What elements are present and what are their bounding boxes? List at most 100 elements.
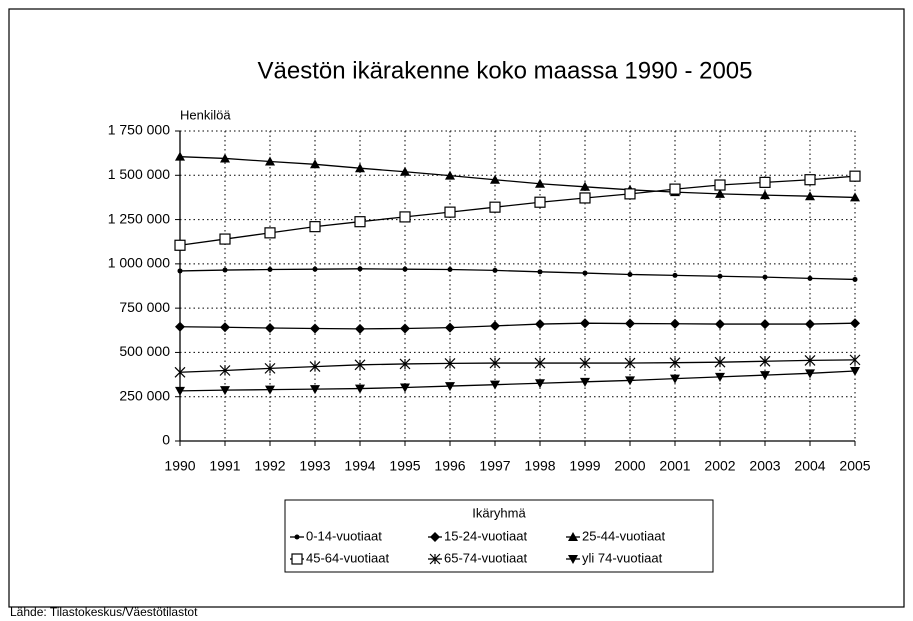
marker: [852, 276, 858, 282]
marker: [582, 270, 588, 276]
y-tick-label: 500 000: [119, 343, 170, 359]
marker: [850, 367, 860, 377]
y-tick-label: 1 000 000: [108, 255, 170, 271]
marker: [264, 362, 276, 374]
marker: [625, 318, 635, 329]
x-tick-label: 1993: [299, 458, 330, 474]
marker: [580, 181, 590, 191]
marker: [850, 192, 860, 202]
x-tick-label: 1990: [164, 458, 195, 474]
marker: [310, 323, 320, 334]
marker: [265, 322, 275, 333]
marker: [850, 318, 860, 329]
marker: [715, 372, 725, 382]
marker: [534, 357, 546, 369]
marker: [490, 380, 500, 390]
marker: [627, 271, 633, 277]
marker: [670, 374, 680, 384]
marker: [430, 532, 440, 542]
x-tick-label: 1999: [569, 458, 600, 474]
y-tick-label: 1 750 000: [108, 122, 170, 138]
marker: [175, 151, 185, 161]
marker: [220, 322, 230, 333]
legend-label: 65-74-vuotiaat: [444, 550, 527, 565]
marker: [291, 553, 303, 565]
marker: [537, 269, 543, 275]
marker: [714, 356, 726, 368]
marker: [760, 371, 770, 381]
marker: [759, 176, 771, 188]
marker: [267, 267, 273, 273]
legend-title: Ikäryhmä: [472, 505, 526, 520]
marker: [222, 267, 228, 273]
marker: [294, 534, 300, 540]
marker: [805, 369, 815, 379]
marker: [399, 211, 411, 223]
marker: [174, 239, 186, 251]
marker: [447, 267, 453, 273]
marker: [804, 174, 816, 186]
x-tick-label: 2003: [749, 458, 780, 474]
marker: [759, 355, 771, 367]
marker: [670, 318, 680, 329]
marker: [760, 319, 770, 330]
legend-label: 45-64-vuotiaat: [306, 550, 389, 565]
x-tick-label: 2001: [659, 458, 690, 474]
frame: [8, 8, 905, 608]
marker: [534, 196, 546, 208]
marker: [669, 357, 681, 369]
series-line: [179, 175, 856, 246]
marker: [445, 170, 455, 180]
marker: [219, 233, 231, 245]
marker: [399, 358, 411, 370]
marker: [429, 553, 441, 565]
marker: [669, 183, 681, 195]
y-tick-label: 250 000: [119, 387, 170, 403]
marker: [310, 385, 320, 395]
marker: [760, 190, 770, 200]
marker: [672, 272, 678, 278]
marker: [492, 267, 498, 273]
marker: [624, 188, 636, 200]
y-axis-label: Henkilöä: [180, 107, 231, 122]
marker: [568, 532, 578, 541]
marker: [807, 275, 813, 281]
series-line: [179, 359, 856, 373]
marker: [354, 359, 366, 371]
marker: [312, 266, 318, 272]
legend-label: 25-44-vuotiaat: [582, 528, 665, 543]
marker: [174, 366, 186, 378]
marker: [804, 354, 816, 366]
marker: [265, 385, 275, 395]
marker: [219, 365, 231, 376]
marker: [805, 319, 815, 330]
y-tick-label: 1 500 000: [108, 166, 170, 182]
marker: [175, 321, 185, 332]
x-tick-label: 1997: [479, 458, 510, 474]
marker: [444, 206, 456, 218]
legend-box: [284, 499, 714, 573]
x-tick-label: 1996: [434, 458, 465, 474]
chart-title: Väestön ikärakenne koko maassa 1990 - 20…: [258, 57, 753, 84]
y-tick-label: 0: [162, 432, 170, 448]
marker: [849, 354, 861, 366]
y-tick-label: 1 250 000: [108, 210, 170, 226]
marker: [490, 174, 500, 184]
marker: [177, 268, 183, 274]
legend-label: 15-24-vuotiaat: [444, 528, 527, 543]
marker: [535, 319, 545, 330]
marker: [309, 221, 321, 233]
x-tick-label: 1994: [344, 458, 375, 474]
marker: [624, 357, 636, 369]
series-line: [179, 322, 856, 330]
marker: [355, 323, 365, 334]
marker: [220, 386, 230, 396]
marker: [535, 178, 545, 188]
marker: [579, 357, 591, 369]
series-line: [179, 268, 856, 281]
x-tick-label: 1992: [254, 458, 285, 474]
marker: [445, 322, 455, 333]
marker: [762, 274, 768, 280]
x-tick-label: 1998: [524, 458, 555, 474]
